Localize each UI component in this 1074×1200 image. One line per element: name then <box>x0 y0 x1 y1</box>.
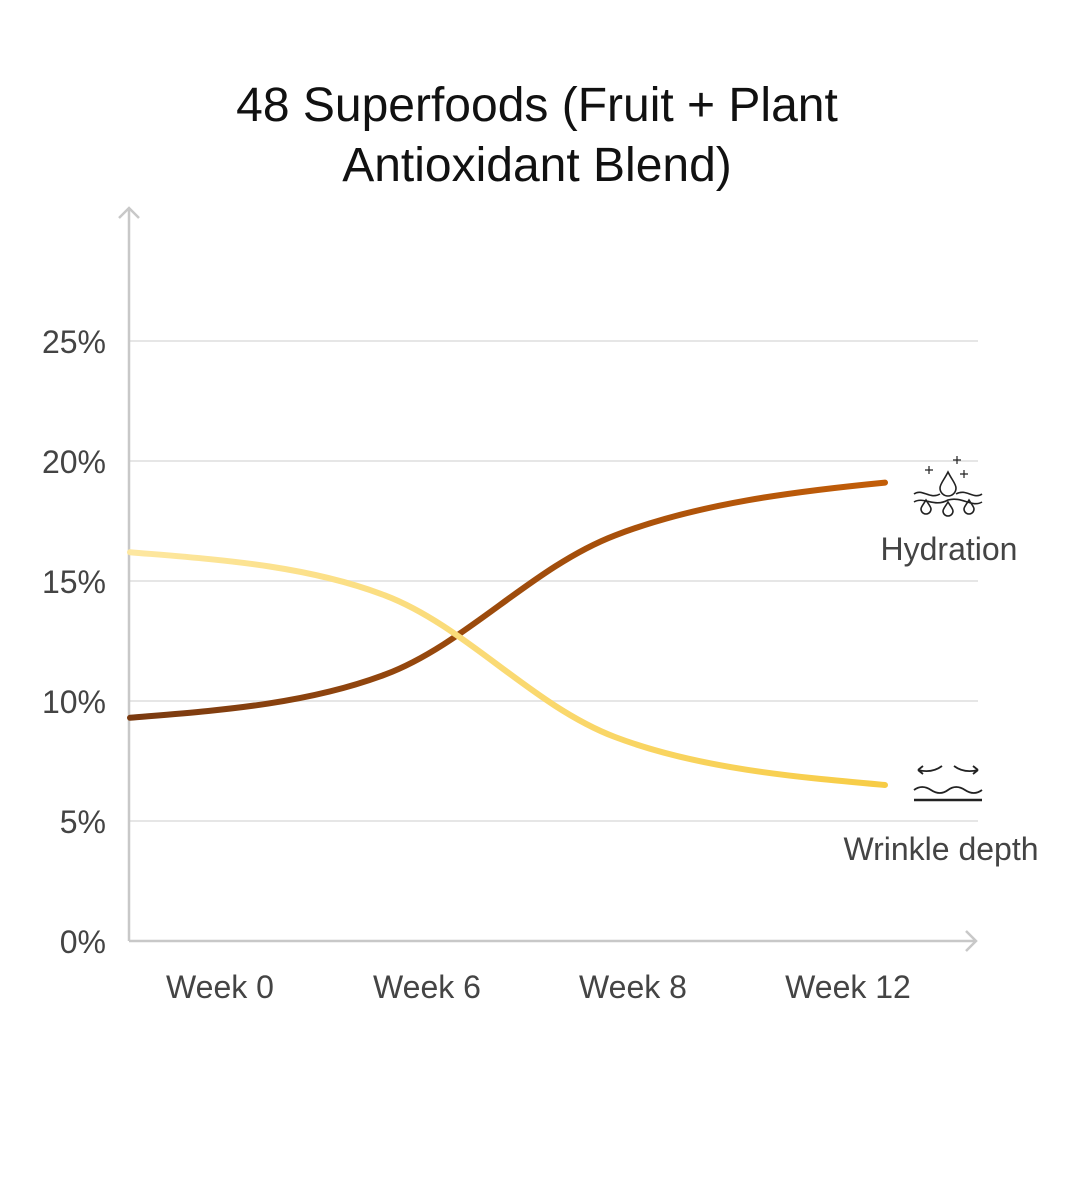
series-line-hydration <box>127 479 888 721</box>
x-tick-label: Week 8 <box>579 969 687 1005</box>
chart-title-line-1: 48 Superfoods (Fruit + Plant <box>236 79 838 132</box>
x-axis-arrow-icon <box>965 930 978 952</box>
wrinkle-smoothing-icon <box>913 765 983 802</box>
x-tick-label: Week 12 <box>785 969 911 1005</box>
chart-title: 48 Superfoods (Fruit + Plant Antioxidant… <box>0 76 1074 196</box>
series-label-hydration: Hydration <box>881 531 1018 567</box>
chart-title-line-2: Antioxidant Blend) <box>342 139 732 192</box>
hydration-droplet-icon <box>913 456 983 517</box>
y-tick-label: 25% <box>42 324 106 360</box>
y-tick-label: 0% <box>60 924 106 960</box>
y-tick-label: 15% <box>42 564 106 600</box>
x-tick-label: Week 0 <box>166 969 274 1005</box>
y-tick-label: 20% <box>42 444 106 480</box>
y-axis-arrow-icon <box>118 206 140 219</box>
series-line-wrinkle-depth <box>127 549 888 788</box>
y-tick-label: 10% <box>42 684 106 720</box>
x-tick-label: Week 6 <box>373 969 481 1005</box>
series-label-wrinkle-depth: Wrinkle depth <box>843 831 1038 867</box>
y-tick-label: 5% <box>60 804 106 840</box>
